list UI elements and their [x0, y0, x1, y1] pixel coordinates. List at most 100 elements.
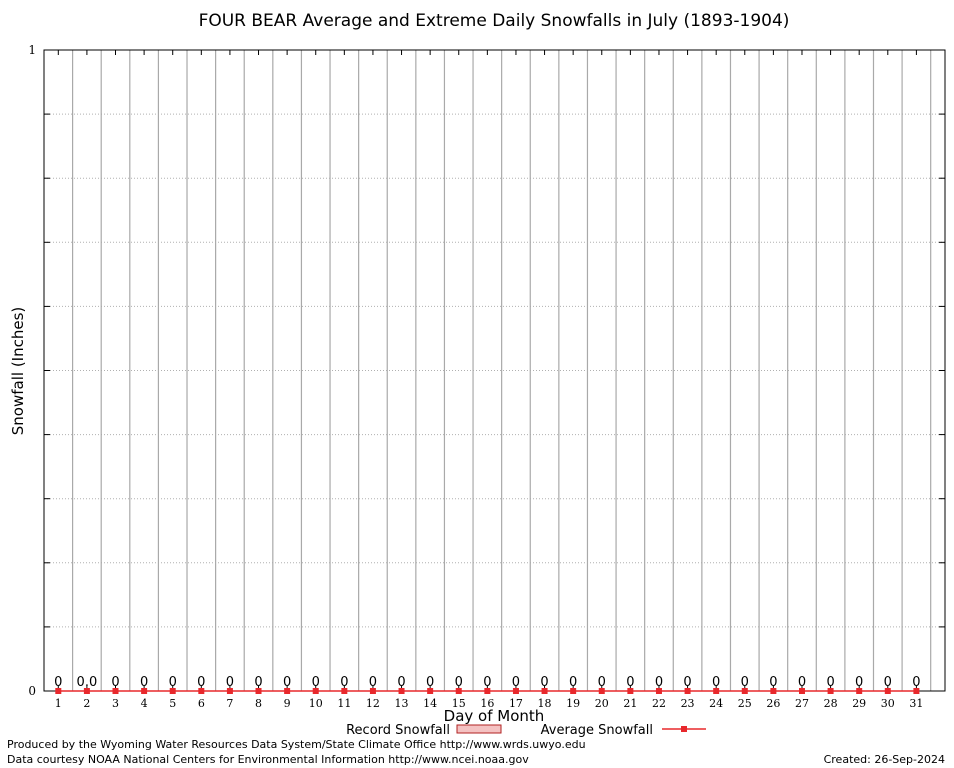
- bar-value-label: 0: [826, 675, 834, 690]
- bar-value-label: 0: [340, 675, 348, 690]
- average-snowfall-point: [827, 688, 834, 694]
- average-snowfall-point: [484, 688, 491, 694]
- bar-value-label: 0: [569, 675, 577, 690]
- grid-lines: [44, 50, 945, 691]
- bar-value-label: 0: [426, 675, 434, 690]
- bar-value-label: 0: [226, 675, 234, 690]
- x-tick-label: 1: [55, 697, 62, 710]
- average-snowfall-point: [598, 688, 605, 694]
- bar-value-label: 0: [626, 675, 634, 690]
- average-snowfall-point: [55, 688, 62, 694]
- average-snowfall-point: [541, 688, 548, 694]
- bar-value-label: 0: [140, 675, 148, 690]
- x-tick-label: 30: [881, 697, 895, 710]
- x-tick-label: 5: [169, 697, 176, 710]
- average-snowfall-point: [655, 688, 662, 694]
- legend-average-label: Average Snowfall: [541, 723, 653, 738]
- average-line-series: [55, 688, 920, 694]
- bar-value-label: 0: [540, 675, 548, 690]
- y-tick-label: 0: [28, 684, 36, 698]
- x-tick-label: 10: [309, 697, 323, 710]
- x-tick-label: 29: [852, 697, 866, 710]
- x-tick-label: 22: [652, 697, 666, 710]
- x-tick-label: 21: [623, 697, 637, 710]
- average-snowfall-point: [455, 688, 462, 694]
- x-tick-label: 26: [766, 697, 780, 710]
- x-tick-label: 14: [423, 697, 437, 710]
- x-tick-label: 27: [795, 697, 809, 710]
- bar-value-label: 0: [111, 675, 119, 690]
- x-tick-label: 31: [909, 697, 923, 710]
- average-snowfall-point: [112, 688, 119, 694]
- bar-value-label: 0: [683, 675, 691, 690]
- bar-value-label: 0: [169, 675, 177, 690]
- bar-value-label: 0: [254, 675, 262, 690]
- x-tick-label: 19: [566, 697, 580, 710]
- average-snowfall-point: [627, 688, 634, 694]
- x-tick-label: 9: [284, 697, 291, 710]
- average-snowfall-point: [512, 688, 519, 694]
- legend-average-marker: [681, 726, 687, 732]
- y-tick-label: 1: [28, 43, 36, 57]
- x-tick-label: 16: [480, 697, 494, 710]
- footer-courtesy: Data courtesy NOAA National Centers for …: [7, 753, 529, 766]
- x-tick-label: 24: [709, 697, 723, 710]
- average-snowfall-point: [913, 688, 920, 694]
- bar-value-label: 0: [769, 675, 777, 690]
- average-snowfall-point: [341, 688, 348, 694]
- footer-created: Created: 26-Sep-2024: [823, 753, 945, 766]
- bar-value-label: 0: [855, 675, 863, 690]
- x-tick-label: 11: [337, 697, 351, 710]
- average-snowfall-point: [312, 688, 319, 694]
- average-snowfall-point: [369, 688, 376, 694]
- average-snowfall-point: [741, 688, 748, 694]
- bar-value-labels: 0 0.0 0 0 0 0 0 0 0 0 0 0 0 0 0 0 0 0 0 0 0 0 0 0 0 0 0 0 0 0 0: [54, 675, 920, 690]
- x-tick-label: 4: [141, 697, 148, 710]
- bar-value-label: 0: [512, 675, 520, 690]
- bar-value-label: 0.0: [77, 675, 98, 690]
- x-tick-label: 3: [112, 697, 119, 710]
- legend: Record Snowfall Average Snowfall: [346, 723, 706, 738]
- bar-value-label: 0: [397, 675, 405, 690]
- average-snowfall-point: [684, 688, 691, 694]
- chart-title: FOUR BEAR Average and Extreme Daily Snow…: [199, 11, 790, 31]
- bar-value-label: 0: [312, 675, 320, 690]
- bar-value-label: 0: [455, 675, 463, 690]
- bar-value-label: 0: [598, 675, 606, 690]
- y-axis-label: Snowfall (Inches): [9, 307, 27, 435]
- x-tick-label: 17: [509, 697, 523, 710]
- footer-producer: Produced by the Wyoming Water Resources …: [7, 738, 586, 751]
- legend-record-swatch: [456, 724, 502, 734]
- average-snowfall-point: [226, 688, 233, 694]
- x-tick-label: 2: [83, 697, 90, 710]
- bar-value-label: 0: [369, 675, 377, 690]
- average-snowfall-point: [284, 688, 291, 694]
- x-tick-label: 25: [738, 697, 752, 710]
- average-snowfall-point: [770, 688, 777, 694]
- bar-value-label: 0: [197, 675, 205, 690]
- average-snowfall-point: [141, 688, 148, 694]
- x-tick-label: 7: [226, 697, 233, 710]
- average-snowfall-point: [255, 688, 262, 694]
- x-tick-label: 13: [395, 697, 409, 710]
- average-snowfall-point: [856, 688, 863, 694]
- x-axis-label: Day of Month: [444, 707, 545, 725]
- x-tick-label: 23: [681, 697, 695, 710]
- x-tick-label: 12: [366, 697, 380, 710]
- average-snowfall-point: [713, 688, 720, 694]
- bar-value-label: 0: [912, 675, 920, 690]
- average-snowfall-point: [570, 688, 577, 694]
- bar-value-label: 0: [655, 675, 663, 690]
- average-snowfall-point: [398, 688, 405, 694]
- bar-value-label: 0: [283, 675, 291, 690]
- bar-value-label: 0: [884, 675, 892, 690]
- average-snowfall-point: [427, 688, 434, 694]
- bar-value-label: 0: [712, 675, 720, 690]
- x-tick-label: 18: [538, 697, 552, 710]
- x-tick-label: 8: [255, 697, 262, 710]
- legend-record-label: Record Snowfall: [346, 723, 450, 738]
- bar-value-label: 0: [54, 675, 62, 690]
- axis-ticks: 011 2 3 4 5 6 7 8 9 10 11 12 13 14 15 16 17 18 19 20 21 22 23 2…: [28, 43, 945, 710]
- x-tick-label: 6: [198, 697, 205, 710]
